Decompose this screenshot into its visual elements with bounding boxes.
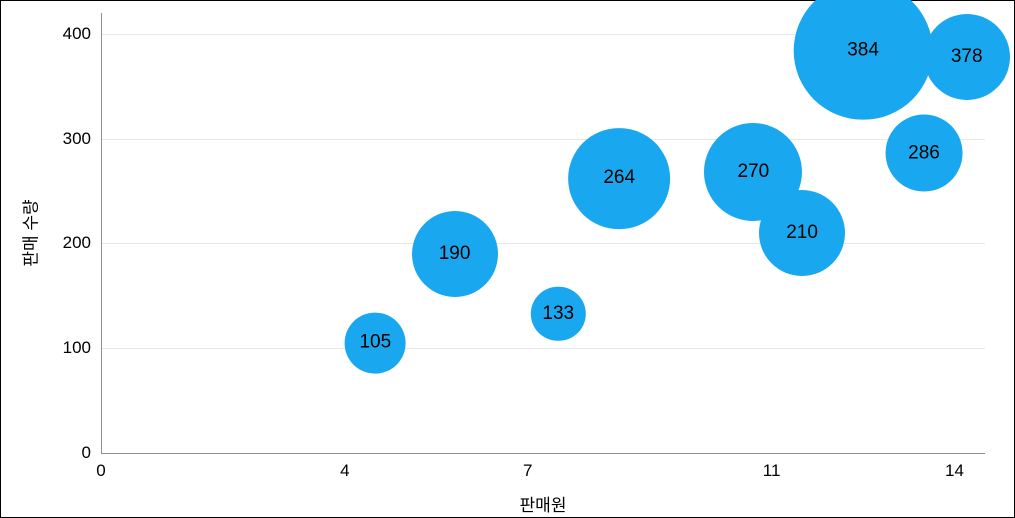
- bubble: 286: [886, 115, 963, 192]
- bubble: 384: [794, 0, 933, 120]
- y-tick-label: 200: [63, 233, 101, 253]
- bubble: 210: [759, 190, 845, 276]
- bubble-label: 378: [951, 46, 983, 68]
- grid-line: [101, 243, 985, 244]
- grid-line: [101, 348, 985, 349]
- bubble-label: 133: [542, 303, 574, 325]
- y-tick-label: 100: [63, 338, 101, 358]
- bubble: 105: [345, 313, 406, 374]
- x-tick-label: 7: [523, 453, 532, 481]
- bubble-label: 264: [603, 168, 635, 190]
- x-axis-title: 판매원: [520, 491, 567, 516]
- bubble-label: 190: [439, 243, 471, 265]
- x-tick-label: 11: [763, 453, 781, 481]
- bubble-label: 286: [908, 142, 940, 164]
- bubble: 264: [568, 128, 670, 230]
- bubble: 133: [531, 286, 585, 340]
- bubble-label: 210: [786, 222, 818, 244]
- y-tick-label: 300: [63, 129, 101, 149]
- x-tick-label: 14: [945, 453, 964, 481]
- y-axis-title: 판매 수량: [17, 199, 42, 266]
- plot-area: 0100200300400047111410519013326427021038…: [101, 13, 985, 453]
- bubble-label: 105: [359, 332, 391, 354]
- grid-line: [101, 139, 985, 140]
- bubble: 190: [412, 211, 498, 297]
- bubble: 378: [924, 14, 1010, 100]
- x-axis-line: [101, 453, 985, 454]
- bubble-label: 270: [737, 161, 769, 183]
- bubble-chart: 판매 수량 0100200300400047111410519013326427…: [0, 0, 1015, 518]
- y-axis-line: [101, 13, 102, 453]
- x-tick-label: 0: [96, 453, 105, 481]
- bubble-label: 384: [847, 40, 879, 62]
- y-tick-label: 400: [63, 24, 101, 44]
- x-tick-label: 4: [340, 453, 349, 481]
